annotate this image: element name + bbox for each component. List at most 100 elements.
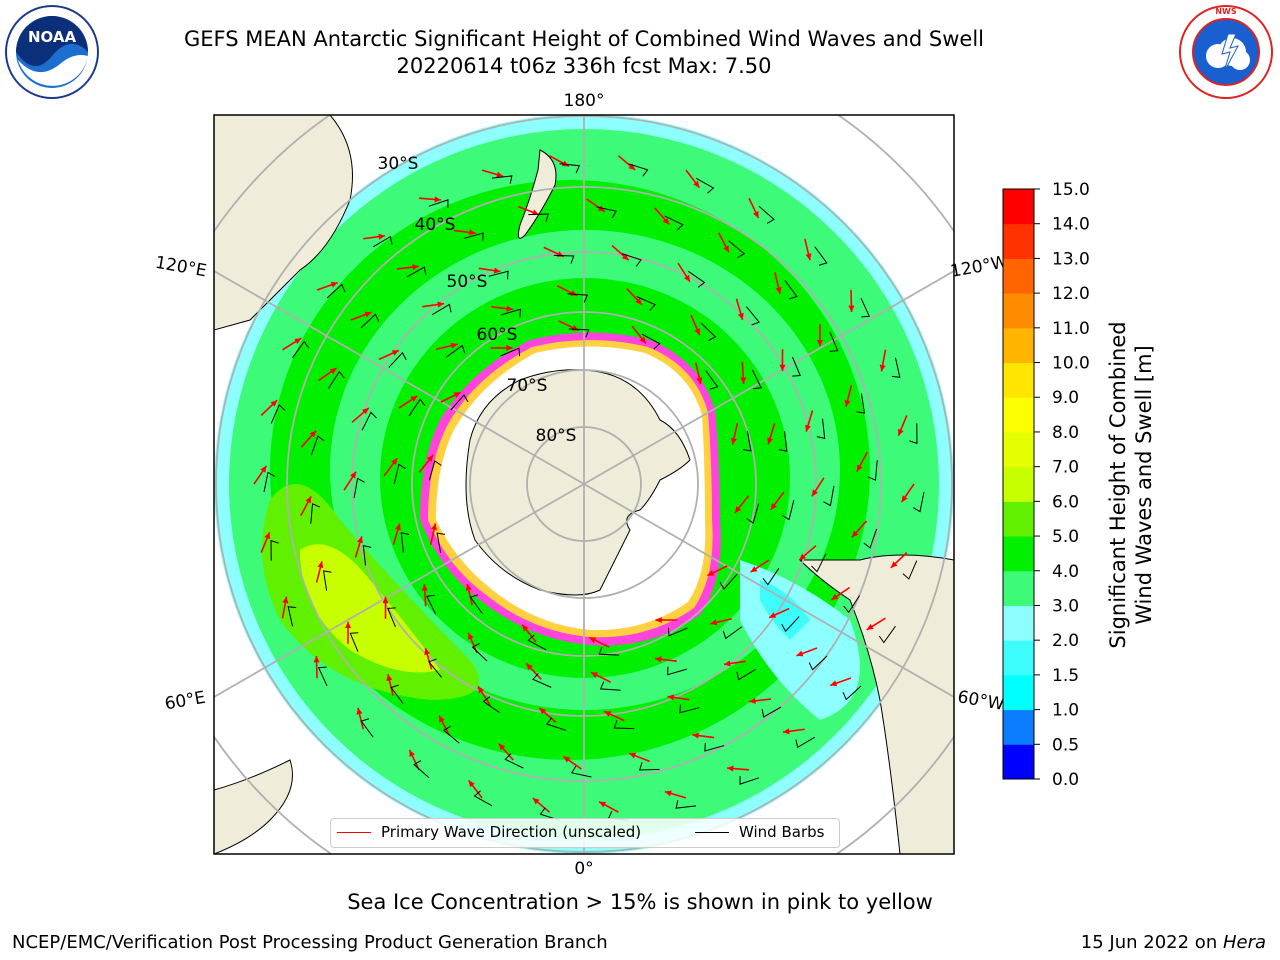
wind-barb xyxy=(488,270,509,280)
colorbar-swatch xyxy=(1003,189,1034,225)
wave-arrow-head xyxy=(740,377,747,384)
wind-barb xyxy=(704,742,725,752)
wave-arrow-head xyxy=(409,749,415,757)
colorbar-swatch xyxy=(1003,501,1034,537)
footer-org: NCEP/EMC/Verification Post Processing Pr… xyxy=(12,932,608,953)
colorbar-swatch xyxy=(1003,605,1034,641)
wind-barb xyxy=(795,736,816,749)
wave-arrow-head xyxy=(769,612,777,618)
legend-swatch-wave xyxy=(337,832,371,833)
wind-barb xyxy=(428,460,442,481)
wind-barb xyxy=(559,163,581,174)
wave-arrow-head xyxy=(639,336,646,344)
wave-arrow-head xyxy=(467,632,474,640)
wave-arrow-head xyxy=(410,395,418,402)
wind-barb xyxy=(406,266,427,278)
wind-barb xyxy=(829,332,839,352)
legend-label-wave: Primary Wave Direction (unscaled) xyxy=(381,823,642,841)
wave-arrow-head xyxy=(805,253,812,261)
wave-arrow-head xyxy=(696,377,703,385)
wind-barb xyxy=(442,725,460,744)
wave-arrow-head xyxy=(431,523,438,531)
footer-date: 15 Jun 2022 on Hera xyxy=(1081,932,1266,953)
wind-barb xyxy=(388,351,407,368)
wave-arrow-head xyxy=(710,619,718,626)
wave-arrow-head xyxy=(563,756,571,763)
colorbar-swatch xyxy=(1003,258,1034,294)
wave-arrow-head xyxy=(662,217,670,225)
colorbar-tick-label: 8.0 xyxy=(1052,423,1079,443)
wind-barb xyxy=(469,594,483,614)
wave-arrow-head xyxy=(799,553,807,561)
wind-barb xyxy=(287,606,297,627)
wind-barb xyxy=(361,411,377,431)
land-africa xyxy=(214,759,293,854)
wave-arrow-head xyxy=(496,171,504,178)
wind-barb xyxy=(722,626,743,640)
colorbar-tick-label: 9.0 xyxy=(1052,388,1079,408)
wave-arrow-head xyxy=(597,205,605,212)
colorbar-tick-label: 13.0 xyxy=(1052,249,1090,269)
wave-arrow-head xyxy=(830,680,838,687)
wave-arrow-head xyxy=(424,648,431,656)
wind-barb xyxy=(636,296,656,311)
wave-arrow-head xyxy=(386,674,393,682)
wind-barb xyxy=(762,567,780,586)
wind-barb xyxy=(641,333,661,350)
wave-arrow-head xyxy=(683,274,690,282)
lon-label-120e: 120°E xyxy=(154,253,208,282)
wind-barb xyxy=(843,595,860,614)
wave-arrow-head xyxy=(453,392,461,398)
wind-barb xyxy=(912,491,925,513)
wave-arrow-head xyxy=(694,328,701,336)
wind-barb xyxy=(292,340,310,359)
wave-arrow-head xyxy=(439,715,445,723)
wind-barb xyxy=(263,471,276,493)
swell-max-region xyxy=(300,544,440,673)
wave-arrow-head xyxy=(851,530,859,538)
wind-barb xyxy=(322,570,332,591)
lon-label-0: 0° xyxy=(574,859,593,879)
wind-barb xyxy=(811,553,827,573)
colorbar-swatch xyxy=(1003,431,1034,468)
colorbar-swatch xyxy=(1003,640,1034,676)
lat-label-40s: 40°S xyxy=(415,215,456,235)
map-legend: Primary Wave Direction (unscaled) Wind B… xyxy=(330,818,840,848)
land-new-zealand xyxy=(517,149,557,239)
wind-barb xyxy=(428,658,442,678)
sea-ice-caption: Sea Ice Concentration > 15% is shown in … xyxy=(347,890,933,914)
wind-barb xyxy=(599,681,621,691)
colorbar-swatch xyxy=(1003,327,1034,364)
wind-barb xyxy=(428,199,449,208)
colorbar-label-line2: Wind Waves and Swell [m] xyxy=(1132,345,1156,625)
wave-arrow-head xyxy=(526,663,533,671)
chart-subtitle: 20220614 t06z 336h fcst Max: 7.50 xyxy=(396,54,772,78)
wind-barb xyxy=(842,685,862,701)
wave-arrow-head xyxy=(357,536,363,544)
wave-arrow-head xyxy=(749,697,756,704)
wave-arrow-head xyxy=(897,428,904,436)
chart-title: GEFS MEAN Antarctic Significant Height o… xyxy=(183,27,985,51)
wind-barb xyxy=(814,246,828,266)
wave-arrow-head xyxy=(330,281,338,288)
legend-label-barb: Wind Barbs xyxy=(739,823,825,841)
wind-barb xyxy=(675,800,697,809)
wave-arrow-head xyxy=(727,765,734,772)
wave-arrow-head xyxy=(294,338,302,345)
wind-barb xyxy=(778,431,788,452)
colorbar-swatch xyxy=(1003,466,1034,502)
lat-label-50s: 50°S xyxy=(447,272,488,292)
wave-arrow-head xyxy=(775,286,782,294)
wave-arrow-head xyxy=(723,245,729,253)
wave-arrow-head xyxy=(779,364,786,372)
wind-barb xyxy=(353,477,365,499)
wave-arrow-head xyxy=(734,506,742,513)
wind-barb xyxy=(326,283,346,299)
wave-arrow-head xyxy=(317,561,324,569)
colorbar-tick-label: 6.0 xyxy=(1052,492,1079,512)
wave-arrow-head xyxy=(730,437,737,445)
footer-date-text: 15 Jun 2022 on xyxy=(1080,932,1223,953)
wave-arrow-head xyxy=(391,458,398,466)
wave-arrow-head xyxy=(329,368,337,375)
wave-arrow-head xyxy=(350,471,357,479)
